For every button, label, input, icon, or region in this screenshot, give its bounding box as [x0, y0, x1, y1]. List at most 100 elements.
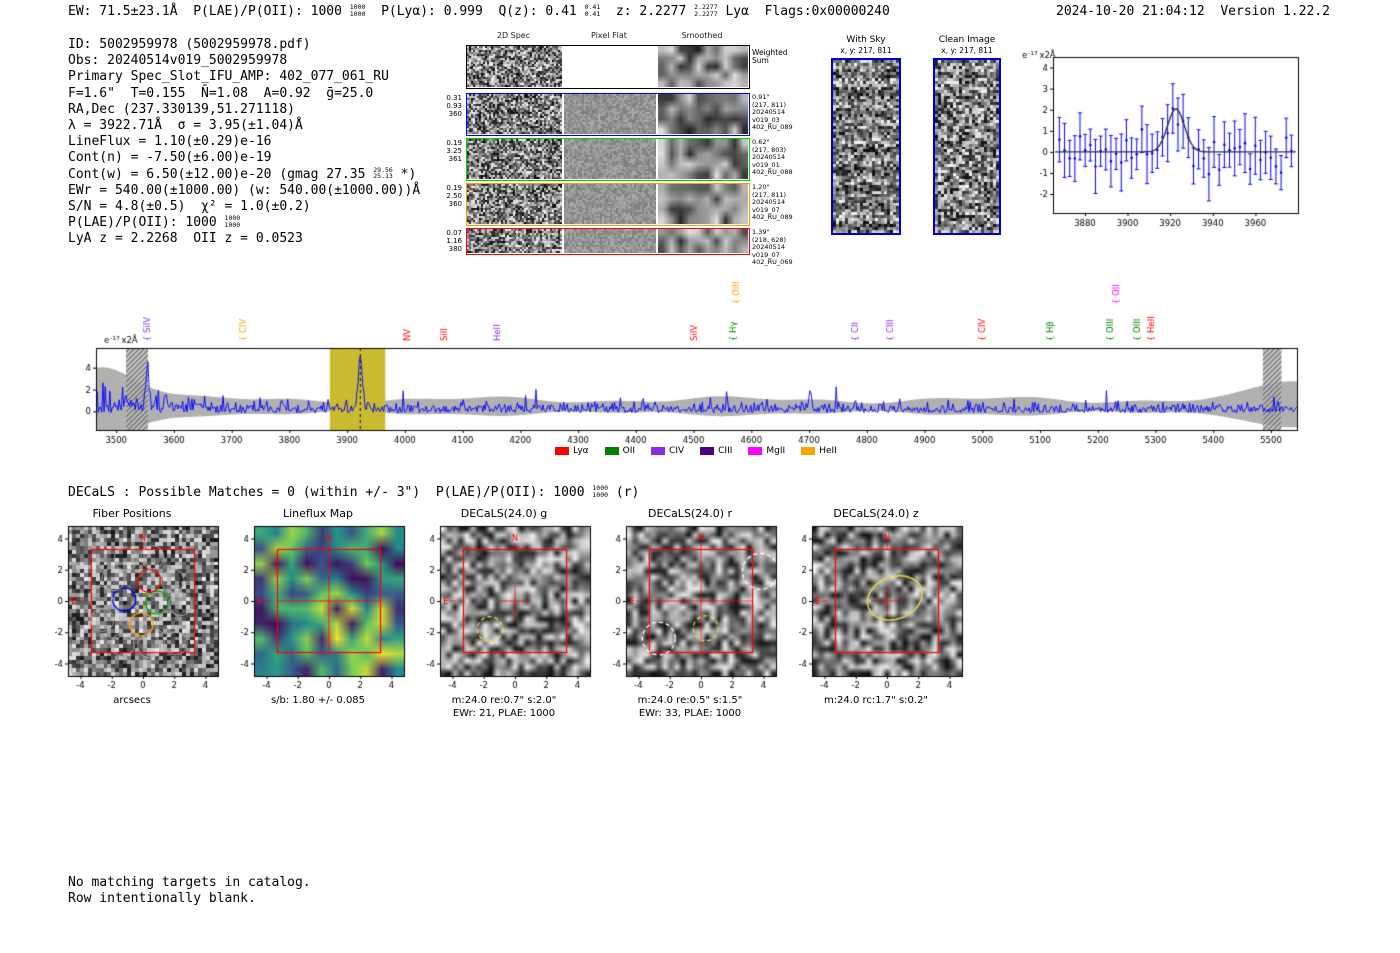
weighted-sum-row [466, 45, 750, 89]
decals-g-image [408, 520, 600, 700]
stat-line: 380 [448, 245, 462, 253]
text-segment: RA,Dec (237.330139,51.271118) [68, 101, 295, 117]
fiber-positions-image [36, 520, 228, 700]
cutout-row-left-stats: 0.19 2.50 360 [432, 184, 462, 208]
info-line: Obs: 20240514v019_5002959978 [68, 53, 420, 69]
fraction-bottom: 0.41 [584, 9, 601, 18]
cutout-row [466, 138, 750, 181]
stacked-fraction: 1000 1000 [350, 4, 366, 17]
summary-header: EW: 71.5±23.1Å P(LAE)/P(OII): 1000 1000 1… [68, 4, 890, 19]
panel-title-fiber-positions: Fiber Positions [92, 507, 172, 520]
annotation-line: 20240514 [752, 108, 786, 117]
spec2d-cell [467, 229, 562, 253]
panel-caption: m:24.0 re:0.7" s:2.0" [451, 695, 557, 706]
spec2d-cell [467, 139, 562, 179]
stacked-fraction: 2.2277 2.2277 [694, 4, 717, 17]
info-line: S/N = 4.8(±0.5) χ² = 1.0(±0.2) [68, 199, 420, 215]
fraction-top: 1000 [592, 484, 609, 492]
text-segment: S/N = 4.8(±0.5) χ² = 1.0(±0.2) [68, 198, 311, 214]
cleanimage-image [933, 58, 1001, 235]
stat-line: 0.19 [446, 184, 462, 192]
legend-label: CIII [718, 446, 733, 456]
annotation-line: 0.62" [752, 138, 770, 146]
panel-caption: s/b: 1.80 +/- 0.085 [270, 695, 366, 706]
panel-title-decals-g: DECaLS(24.0) g [460, 507, 548, 520]
stacked-fraction: 0.41 0.41 [585, 4, 601, 17]
annotation-line: (217, 803) [752, 145, 787, 154]
annotation-line: (217, 811) [752, 100, 787, 109]
info-line: P(LAE)/P(OII): 1000 1000 1000 [68, 215, 420, 231]
legend-swatch [555, 447, 570, 455]
legend-swatch [651, 447, 666, 455]
cutout-row-left-stats: 0.31 0.93 360 [432, 94, 462, 118]
pixelflat-cell [564, 94, 656, 134]
stat-line: 2.50 [446, 192, 462, 200]
annotation-line: (218, 628) [752, 235, 787, 244]
fraction-top: 29.56 [373, 165, 393, 174]
text-segment: *) [392, 166, 417, 182]
text-segment: Cont(w) = 6.50(±12.00)e-20 (gmag 27.35 [68, 166, 374, 182]
annotation-line: 1.39" [752, 228, 770, 236]
fraction-top: 0.41 [584, 3, 601, 11]
spec2d-cell [467, 94, 562, 134]
panel-title-decals-r: DECaLS(24.0) r [647, 507, 733, 520]
cutout-row [466, 183, 750, 226]
smoothed-cell [658, 229, 748, 253]
panel-caption: EWr: 21, PLAE: 1000 [452, 708, 556, 719]
fraction-top: 1000 [349, 3, 366, 11]
annotation-line: (217, 811) [752, 190, 787, 199]
cutout-row-left-stats: 0.07 1.16 380 [432, 229, 462, 253]
footer-line-1: No matching targets in catalog. [68, 875, 311, 890]
stat-line: 0.19 [446, 139, 462, 147]
panel-caption: arcsecs [113, 695, 151, 706]
spec2d-cell [467, 46, 562, 87]
stat-line: 0.07 [446, 229, 462, 237]
info-line: ID: 5002959978 (5002959978.pdf) [68, 37, 420, 53]
info-line: Cont(w) = 6.50(±12.00)e-20 (gmag 27.35 2… [68, 165, 420, 183]
legend-item: OII [604, 446, 636, 456]
stat-line: 0.93 [446, 102, 462, 110]
pixelflat-cell [564, 229, 656, 253]
text-segment: DECaLS : Possible Matches = 0 (within +/… [68, 485, 593, 500]
annotation-line: v019_03 [752, 115, 780, 124]
smoothed-cell [658, 184, 748, 224]
info-line: F=1.6" T=0.155 N̄=1.08 A=0.92 ḡ=25.0 [68, 86, 420, 102]
annotation-line: 402_RU_088 [752, 168, 793, 177]
legend-swatch [801, 447, 816, 455]
panel-caption: EWr: 33, PLAE: 1000 [638, 708, 742, 719]
stat-line: 3.25 [446, 147, 462, 155]
legend-swatch [604, 447, 619, 455]
info-line: LineFlux = 1.10(±0.29)e-16 [68, 134, 420, 150]
stat-line: 360 [448, 200, 462, 208]
legend-label: OII [622, 446, 636, 456]
text-segment: EWr = 540.00(±1000.00) (w: 540.00(±1000.… [68, 182, 421, 198]
spectrum-legend: Lyα OII CIV CIII MgII HeII [396, 446, 996, 456]
text-segment: LyA z = 2.2268 OII z = 0.0523 [68, 231, 303, 247]
text-segment: Obs: 20240514v019_5002959978 [68, 53, 288, 69]
fraction-top: 1000 [224, 214, 241, 223]
text-segment: Primary Spec_Slot_IFU_AMP: 402_077_061_R… [68, 69, 389, 85]
legend-item: MgII [748, 446, 785, 456]
fraction-bottom: 25.13 [373, 172, 393, 180]
legend-swatch [700, 447, 715, 455]
panel-caption: m:24.0 re:0.5" s:1.5" [637, 695, 743, 706]
stat-line: 360 [448, 110, 462, 118]
cutout-row-annotation: 0.62" (217, 803) 20240514 v019_01 402_RU_088 [752, 138, 793, 177]
text-segment: λ = 3922.71Å σ = 3.95(±1.04)Å [68, 117, 303, 133]
text-segment: F=1.6" T=0.155 N̄=1.08 A=0.92 ḡ=25.0 [68, 85, 374, 101]
info-line: EWr = 540.00(±1000.00) (w: 540.00(±1000.… [68, 183, 420, 199]
footer-line-2: Row intentionally blank. [68, 891, 256, 907]
cleanimage-title: Clean Image [938, 35, 996, 45]
cutout-row-left-stats: 0.19 3.25 361 [432, 139, 462, 163]
legend-swatch [748, 447, 763, 455]
smoothed-cell [658, 139, 748, 179]
legend-item: HeII [801, 446, 837, 456]
cutout-column-header: 2D Spec [496, 31, 531, 40]
lineflux-map-image [222, 520, 414, 700]
legend-label: CIV [669, 446, 685, 456]
cutout-row-annotation: 1.20" (217, 811) 20240514 v019_07 402_RU_089 [752, 183, 793, 222]
fraction-bottom: 1000 [349, 9, 366, 18]
legend-label: HeII [819, 446, 837, 456]
text-segment: z: 2.2277 [600, 4, 695, 19]
annotation-line: 402_RU_089 [752, 123, 793, 132]
